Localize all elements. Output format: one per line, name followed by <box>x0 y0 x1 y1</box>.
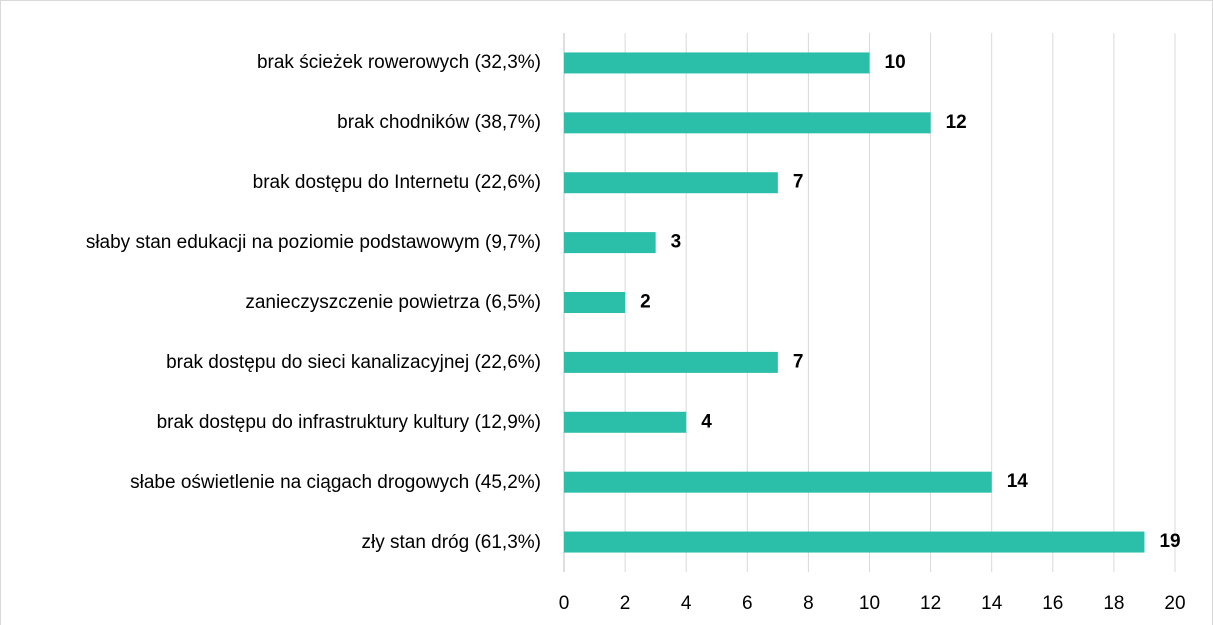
y-tick-label-box: zanieczyszczenie powietrza (6,5%) <box>6 275 541 331</box>
bar <box>564 292 626 313</box>
y-tick-label: słabe oświetlenie na ciągach drogowych (… <box>130 471 541 493</box>
y-tick-label: zanieczyszczenie powietrza (6,5%) <box>245 292 541 313</box>
y-tick-label-box: słaby stan edukacji na poziomie podstawo… <box>6 215 541 271</box>
bar <box>564 112 931 134</box>
bar <box>564 471 992 493</box>
y-tick-label: brak ścieżek rowerowych (32,3%) <box>256 52 541 74</box>
x-tick-label: 8 <box>803 593 814 614</box>
data-label: 19 <box>1159 531 1180 552</box>
y-tick-label-box: zły stan dróg (61,3%) <box>6 514 541 570</box>
data-label: 2 <box>640 292 651 313</box>
data-label: 7 <box>793 172 804 193</box>
y-tick-label: brak dostępu do sieci kanalizacyjnej (22… <box>166 351 541 373</box>
y-tick-label: brak dostępu do Internetu (22,6%) <box>252 172 541 194</box>
bar <box>564 531 1145 553</box>
x-tick-label: 18 <box>1103 593 1124 614</box>
y-tick-label-box: brak dostępu do Internetu (22,6%) <box>6 155 541 211</box>
data-label: 12 <box>946 112 967 133</box>
bar <box>564 351 778 373</box>
y-tick-label-box: brak chodników (38,7%) <box>6 95 541 151</box>
x-tick-label: 6 <box>742 593 753 614</box>
bar <box>564 172 778 194</box>
y-tick-label: słaby stan edukacji na poziomie podstawo… <box>85 232 541 254</box>
x-tick-label: 14 <box>981 593 1003 614</box>
x-tick-label: 12 <box>920 593 941 614</box>
x-tick-label: 16 <box>1042 593 1063 614</box>
x-tick-label: 2 <box>620 593 631 614</box>
y-tick-label-box: słabe oświetlenie na ciągach drogowych (… <box>6 454 541 510</box>
data-label: 4 <box>701 411 712 432</box>
x-tick-label: 20 <box>1164 593 1185 614</box>
data-label: 10 <box>885 52 906 73</box>
x-tick-label: 4 <box>681 593 692 614</box>
bar <box>564 411 687 433</box>
y-tick-label: zły stan dróg (61,3%) <box>361 531 541 553</box>
bar <box>564 52 870 74</box>
y-tick-label-box: brak dostępu do infrastruktury kultury (… <box>6 394 541 450</box>
bar <box>564 232 656 254</box>
data-label: 3 <box>671 232 682 253</box>
y-tick-label: brak dostępu do infrastruktury kultury (… <box>156 411 541 433</box>
data-label: 14 <box>1007 471 1029 492</box>
data-label: 7 <box>793 351 804 372</box>
y-tick-label: brak chodników (38,7%) <box>337 112 541 134</box>
x-tick-label: 0 <box>559 593 570 614</box>
y-tick-label-box: brak dostępu do sieci kanalizacyjnej (22… <box>6 334 541 390</box>
y-tick-label-box: brak ścieżek rowerowych (32,3%) <box>6 35 541 91</box>
x-tick-label: 10 <box>859 593 880 614</box>
